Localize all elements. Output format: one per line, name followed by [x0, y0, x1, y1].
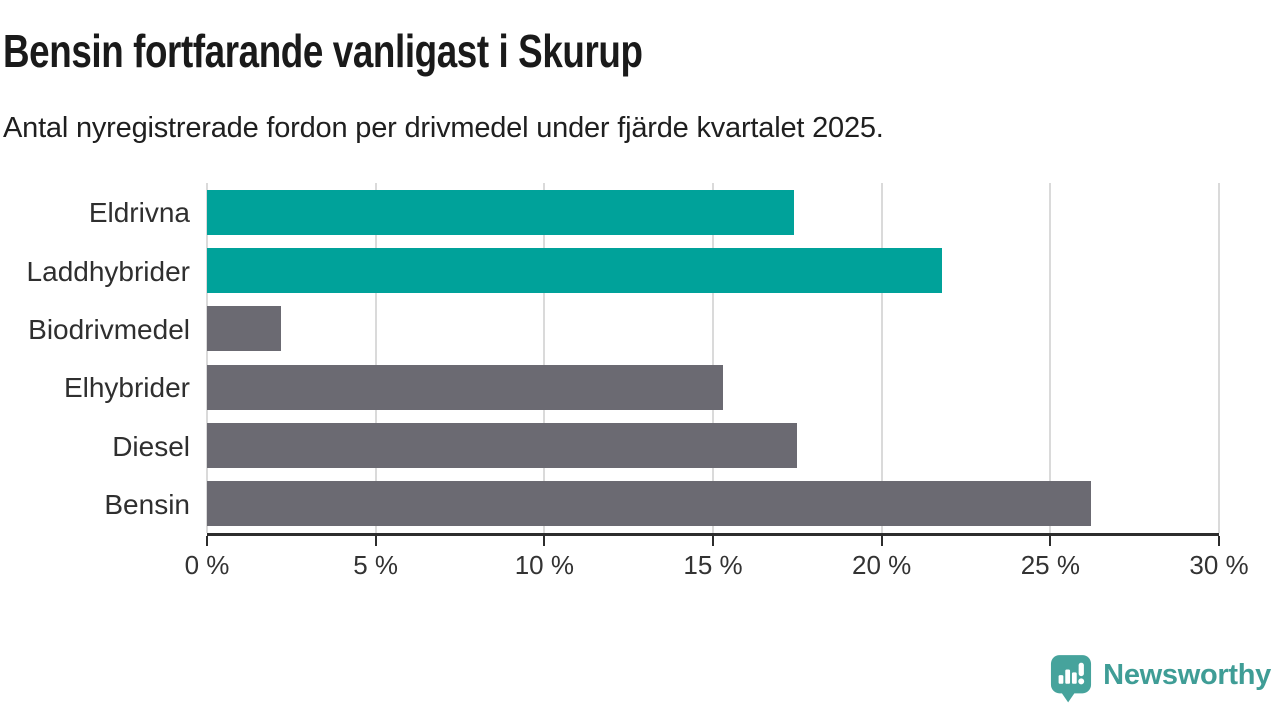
speech-bubble-shape	[1051, 655, 1092, 703]
category-label-bensin: Bensin	[104, 488, 190, 520]
chart-subtitle: Antal nyregistrerade fordon per drivmede…	[3, 112, 884, 144]
bar-diesel	[207, 423, 798, 468]
gridline-5	[374, 183, 377, 533]
bar-bensin	[207, 481, 1091, 527]
gridline-20	[880, 183, 883, 533]
x-axis-tick-15	[712, 536, 714, 546]
category-label-biodrivmedel: Biodrivmedel	[28, 313, 190, 345]
page-title: Bensin fortfarande vanligast i Skurup	[3, 25, 643, 77]
gridline-10	[543, 183, 546, 533]
bar-biodrivmedel	[207, 306, 282, 352]
gridline-15	[712, 183, 714, 533]
x-axis-tick-label-10: 10 %	[514, 550, 574, 580]
brand-name: Newsworthy	[1103, 658, 1271, 691]
x-axis-tick-label-30: 30 %	[1189, 550, 1249, 580]
branding: Newsworthy	[1050, 654, 1271, 704]
gridline-25	[1049, 183, 1052, 533]
bar-elhybrider	[207, 364, 724, 410]
category-label-eldrivna: Eldrivna	[88, 197, 190, 229]
x-axis-tick-label-20: 20 %	[852, 550, 912, 580]
bar-eldrivna	[207, 189, 794, 235]
x-axis-tick-5	[374, 536, 377, 546]
category-label-elhybrider: Elhybrider	[63, 372, 190, 404]
newsworthy-logo-icon	[1050, 654, 1092, 704]
x-axis-tick-label-5: 5 %	[353, 550, 399, 580]
x-axis-tick-label-0: 0 %	[184, 550, 230, 580]
x-axis-tick-10	[543, 536, 546, 546]
category-label-diesel: Diesel	[112, 430, 190, 462]
x-axis-tick-label-25: 25 %	[1020, 550, 1080, 580]
x-axis-tick-30	[1218, 536, 1220, 546]
gridline-0	[206, 183, 208, 533]
bar-laddhybrider	[207, 248, 943, 293]
x-axis-line	[207, 533, 1219, 536]
category-label-laddhybrider: Laddhybrider	[26, 255, 190, 287]
x-axis-tick-20	[880, 536, 883, 546]
gridline-30	[1218, 183, 1220, 533]
x-axis-tick-0	[206, 536, 208, 546]
x-axis-tick-25	[1049, 536, 1052, 546]
x-axis-tick-label-15: 15 %	[683, 550, 743, 580]
